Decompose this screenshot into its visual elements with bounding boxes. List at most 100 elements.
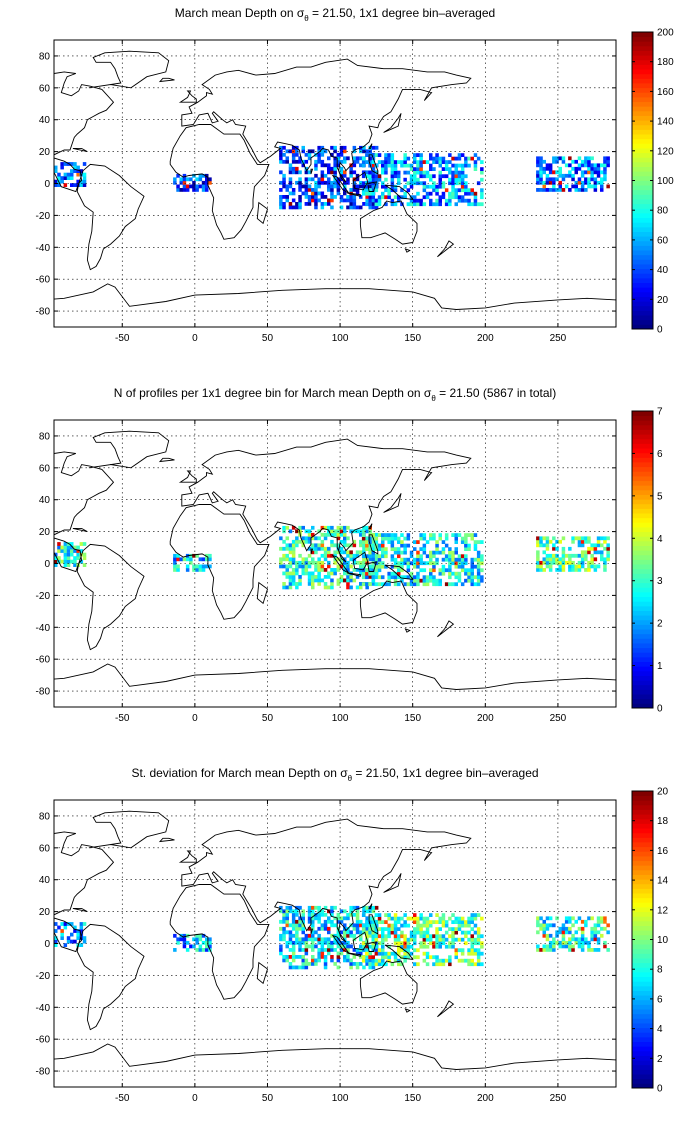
y-tick-label: -40 <box>36 1003 51 1014</box>
data-cell <box>429 568 433 573</box>
data-cell <box>419 167 423 171</box>
data-cell <box>435 962 439 967</box>
colorbar-swatch <box>632 698 653 704</box>
data-cell <box>307 916 312 921</box>
data-cell <box>374 564 379 569</box>
data-cell <box>441 191 446 196</box>
data-cell <box>577 180 582 185</box>
data-cell <box>365 930 369 935</box>
data-cell <box>371 578 375 583</box>
data-cell <box>288 564 293 569</box>
coastline <box>384 184 414 200</box>
data-cell <box>60 929 64 933</box>
data-cell <box>552 177 556 182</box>
data-cell <box>298 916 302 921</box>
data-cell <box>536 944 540 949</box>
data-cell <box>470 191 474 196</box>
data-cell <box>448 916 452 921</box>
data-cell <box>568 564 572 569</box>
data-cell <box>438 533 442 537</box>
data-cell <box>568 170 572 175</box>
data-cell <box>301 539 305 544</box>
data-cell <box>593 557 598 562</box>
data-cell <box>432 174 436 179</box>
data-cell <box>390 170 395 175</box>
data-cell <box>587 170 591 175</box>
map-layer <box>54 810 616 1087</box>
data-cell <box>580 180 585 185</box>
data-cell <box>288 962 293 966</box>
coastline <box>368 903 373 909</box>
data-cell <box>393 561 398 566</box>
data-cell <box>320 912 325 917</box>
data-cell <box>349 912 353 917</box>
data-cell <box>593 180 598 185</box>
data-cell <box>435 198 439 203</box>
data-cell <box>343 955 347 959</box>
data-cell <box>371 944 375 949</box>
data-cell <box>476 557 481 562</box>
data-cell <box>397 547 401 551</box>
data-cell <box>419 533 423 537</box>
data-cell <box>429 533 433 537</box>
data-cell <box>346 180 350 185</box>
data-cell <box>409 174 414 179</box>
data-cell <box>368 909 372 914</box>
data-cell <box>195 948 199 952</box>
data-cell <box>365 951 369 956</box>
data-cell <box>371 205 376 210</box>
data-cell <box>464 930 468 935</box>
data-cell <box>336 163 341 168</box>
data-cell <box>435 578 439 583</box>
data-cell <box>568 173 572 178</box>
data-cell <box>390 540 395 544</box>
data-cell <box>416 575 420 580</box>
data-cell <box>545 188 550 192</box>
data-cell <box>301 149 305 154</box>
colorbar-swatch <box>632 578 653 584</box>
data-cell <box>571 536 575 541</box>
data-cell <box>359 571 363 576</box>
data-cell <box>470 156 474 161</box>
data-cell <box>470 962 474 967</box>
data-cell <box>279 205 283 210</box>
data-cell <box>201 180 206 185</box>
data-cell <box>362 965 366 970</box>
data-cell <box>79 925 84 930</box>
colorbar-swatch <box>632 1083 653 1089</box>
data-cell <box>416 202 420 207</box>
coastline <box>368 154 379 175</box>
data-cell <box>393 533 398 537</box>
chart-panel-1: March mean Depth on σθ = 21.50, 1x1 degr… <box>36 6 675 344</box>
data-cell <box>195 177 199 182</box>
coastline <box>437 240 455 258</box>
data-cell <box>352 145 357 150</box>
data-cell <box>79 179 84 184</box>
data-cell <box>393 575 398 580</box>
data-cell <box>451 550 455 555</box>
data-cell <box>298 919 302 924</box>
data-cell <box>454 156 458 161</box>
x-tick-label: 250 <box>550 1093 567 1104</box>
data-cell <box>368 958 372 963</box>
data-cell <box>343 916 347 921</box>
data-cell <box>336 919 341 924</box>
colorbar-swatch <box>632 1018 653 1024</box>
data-cell <box>419 202 423 207</box>
data-cell <box>409 181 414 186</box>
data-cell <box>454 948 458 953</box>
data-cell <box>317 912 321 917</box>
coastline <box>158 77 175 83</box>
data-cell <box>577 177 582 182</box>
data-cell <box>441 937 446 942</box>
data-cell <box>205 940 209 945</box>
data-cell <box>371 923 375 928</box>
coastline <box>54 537 145 651</box>
data-cell <box>288 529 293 534</box>
data-cell <box>327 525 331 530</box>
data-cell <box>539 180 543 185</box>
data-cell <box>393 174 398 179</box>
data-cell <box>307 170 312 175</box>
data-cell <box>343 571 347 576</box>
data-cell <box>460 568 465 573</box>
